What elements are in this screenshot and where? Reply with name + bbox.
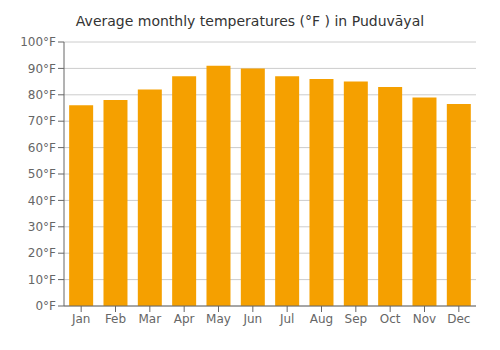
svg-text:Jun: Jun bbox=[242, 312, 262, 326]
svg-text:90°F: 90°F bbox=[28, 62, 56, 76]
svg-text:40°F: 40°F bbox=[28, 194, 56, 208]
svg-text:Sep: Sep bbox=[345, 312, 368, 326]
svg-text:Nov: Nov bbox=[413, 312, 436, 326]
svg-text:Feb: Feb bbox=[105, 312, 126, 326]
html-text:Average monthly temperatures (: Average monthly temperatures (°F ) in Pu… bbox=[75, 13, 425, 29]
svg-text:Aug: Aug bbox=[310, 312, 333, 326]
svg-text:Oct: Oct bbox=[380, 312, 401, 326]
svg-text:10°F: 10°F bbox=[28, 273, 56, 287]
svg-text:Apr: Apr bbox=[174, 312, 195, 326]
svg-text:50°F: 50°F bbox=[28, 167, 56, 181]
svg-text:30°F: 30°F bbox=[28, 220, 56, 234]
svg-text:60°F: 60°F bbox=[28, 141, 56, 155]
svg-text:0°F: 0°F bbox=[35, 299, 56, 313]
svg-text:Mar: Mar bbox=[139, 312, 162, 326]
svg-text:70°F: 70°F bbox=[28, 114, 56, 128]
svg-text:80°F: 80°F bbox=[28, 88, 56, 102]
svg-text:Jul: Jul bbox=[279, 312, 294, 326]
svg-text:May: May bbox=[206, 312, 231, 326]
svg-text:Dec: Dec bbox=[447, 312, 470, 326]
svg-text:100°F: 100°F bbox=[20, 35, 56, 49]
svg-text:Jan: Jan bbox=[71, 312, 91, 326]
svg-text:20°F: 20°F bbox=[28, 246, 56, 260]
